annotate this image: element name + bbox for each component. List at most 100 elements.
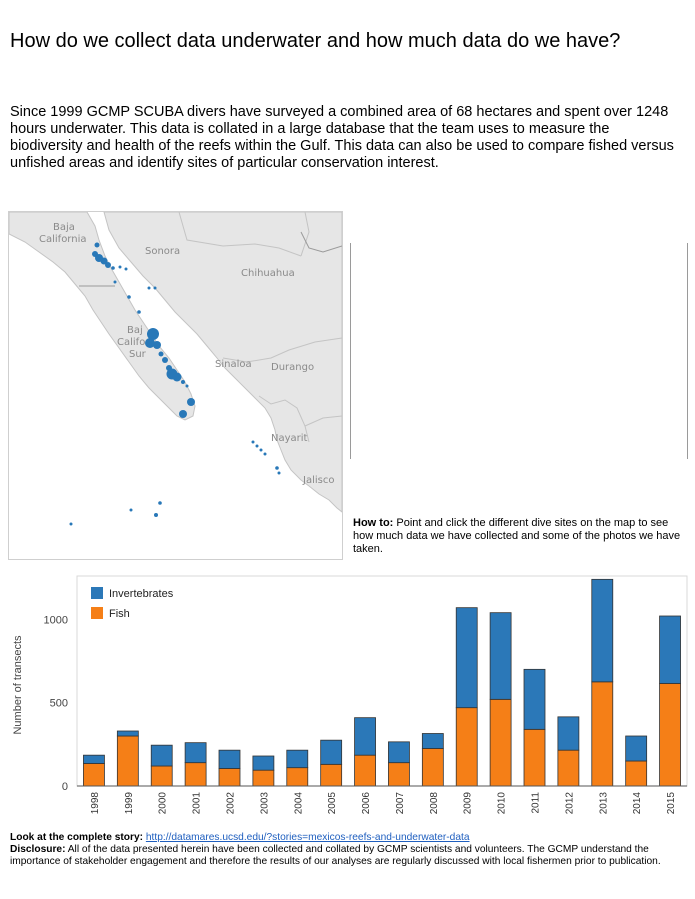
dive-site-marker[interactable] (158, 501, 162, 505)
bar-invertebrates (388, 741, 410, 764)
bar-invertebrates (184, 742, 207, 764)
page-title: How do we collect data underwater and ho… (10, 30, 621, 52)
bar-fish (523, 728, 546, 787)
bar-invertebrates (591, 578, 614, 683)
x-tick-label: 2004 (293, 792, 304, 815)
x-tick-label: 1998 (90, 792, 101, 815)
dive-site-marker[interactable] (162, 357, 168, 363)
bar-invertebrates (116, 730, 139, 737)
dive-site-marker[interactable] (181, 380, 185, 384)
how-to-text: Point and click the different dive sites… (353, 517, 681, 555)
dive-site-marker[interactable] (185, 384, 189, 388)
x-tick-label: 2009 (463, 792, 474, 815)
map-label-durango: Durango (271, 362, 314, 373)
dive-site-map[interactable]: Baja California Sonora Chihuahua Baj Cal… (8, 211, 343, 560)
state-border (178, 212, 302, 257)
bar-fish (421, 748, 444, 787)
bar-invertebrates (286, 749, 309, 769)
bar-fish (591, 681, 614, 787)
dive-site-marker[interactable] (275, 466, 279, 470)
dive-site-marker[interactable] (113, 280, 117, 284)
panel-divider (350, 243, 351, 459)
x-tick-label: 2002 (226, 792, 237, 815)
plot-area (76, 575, 688, 787)
bar-invertebrates (489, 612, 512, 700)
dive-site-marker[interactable] (263, 452, 267, 456)
bar-fish (218, 768, 241, 787)
bar-fish (320, 763, 343, 787)
bar-invertebrates (218, 749, 241, 769)
y-tick-label: 500 (50, 698, 68, 710)
dive-site-marker[interactable] (147, 286, 151, 290)
dive-site-marker[interactable] (100, 257, 108, 265)
disclosure-label: Disclosure: (10, 844, 66, 855)
map-canvas[interactable]: Baja California Sonora Chihuahua Baj Cal… (9, 212, 342, 559)
dive-site-marker[interactable] (259, 448, 263, 452)
map-label-chihuahua: Chihuahua (241, 268, 295, 279)
how-to-note: How to: Point and click the different di… (353, 517, 687, 556)
map-label-baja-california-sur: Baj (127, 325, 143, 336)
dive-site-marker[interactable] (255, 444, 259, 448)
intro-paragraph: Since 1999 GCMP SCUBA divers have survey… (10, 104, 674, 171)
bar-fish (286, 767, 309, 787)
dive-site-marker[interactable] (158, 351, 164, 357)
panel-divider (687, 243, 688, 459)
state-border (300, 212, 310, 257)
bar-fish (625, 760, 648, 787)
transects-chart: Number of transects 0 500 1000 1998 1999 2000 2… (0, 572, 695, 826)
story-line: Look at the complete story: http://datam… (10, 832, 686, 844)
bar-invertebrates (523, 668, 546, 730)
dive-site-marker[interactable] (111, 266, 115, 270)
bar-invertebrates (455, 607, 478, 709)
legend-swatch-fish (91, 607, 103, 619)
bar-fish (354, 754, 376, 787)
dive-site-marker[interactable] (277, 471, 281, 475)
dive-site-marker[interactable] (153, 286, 157, 290)
map-label-baja-california: Baja (53, 222, 75, 233)
bar-fish (150, 765, 173, 787)
x-tick-label: 2015 (666, 792, 677, 815)
dive-site-marker[interactable] (153, 341, 161, 349)
disclosure: Disclosure: All of the data presented he… (10, 844, 686, 868)
story-link[interactable]: http://datamares.ucsd.edu/?stories=mexic… (145, 832, 470, 843)
y-axis-title: Number of transects (12, 635, 24, 735)
dive-site-marker[interactable] (129, 508, 133, 512)
map-label-baja-california: California (39, 234, 87, 245)
footer: Look at the complete story: http://datam… (10, 832, 686, 868)
x-tick-label: 2013 (598, 792, 609, 815)
bar-fish (557, 749, 580, 787)
map-label-baja-california-sur: Sur (129, 349, 147, 360)
dive-site-marker[interactable] (118, 265, 122, 269)
bar-invertebrates (252, 755, 275, 771)
transects-chart-svg: Number of transects 0 500 1000 1998 1999 2000 2… (12, 575, 688, 815)
dive-site-marker[interactable] (154, 513, 158, 517)
dive-site-marker[interactable] (251, 440, 255, 444)
dive-site-marker[interactable] (145, 338, 155, 348)
peninsula-land (9, 212, 196, 421)
dive-site-marker[interactable] (124, 267, 128, 271)
dive-site-marker[interactable] (172, 372, 182, 382)
disclosure-text: All of the data presented herein have be… (10, 844, 661, 867)
x-tick-label: 2005 (327, 792, 338, 815)
state-border (258, 395, 310, 443)
bar-invertebrates (659, 615, 681, 684)
x-tick-label: 2011 (531, 792, 542, 814)
dive-sites[interactable] (69, 242, 281, 526)
x-tick-label: 2008 (429, 792, 440, 815)
dive-site-marker[interactable] (137, 310, 141, 314)
dive-site-marker[interactable] (94, 242, 100, 248)
bar-fish (388, 762, 410, 787)
dive-site-marker[interactable] (179, 410, 187, 418)
bar-fish (116, 735, 139, 787)
y-tick-label: 1000 (44, 614, 68, 626)
state-border (222, 337, 342, 363)
dive-site-marker[interactable] (187, 398, 195, 406)
x-tick-label: 2012 (564, 792, 575, 815)
dive-site-marker[interactable] (147, 328, 159, 340)
dive-site-marker[interactable] (69, 522, 73, 526)
legend-label-fish: Fish (109, 608, 130, 620)
state-border (300, 231, 342, 253)
x-tick-label: 2000 (158, 792, 169, 815)
dive-site-marker[interactable] (105, 262, 111, 268)
dive-site-marker[interactable] (127, 295, 131, 299)
